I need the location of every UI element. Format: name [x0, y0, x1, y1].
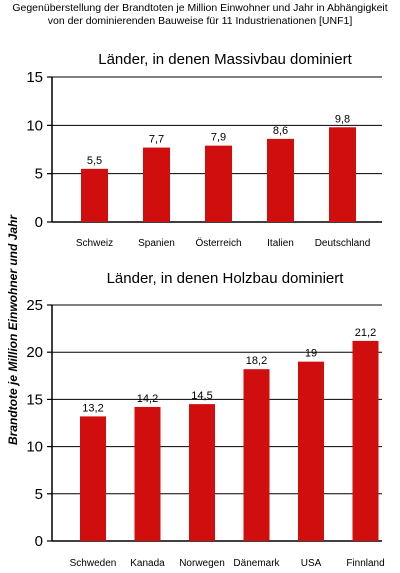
bar [205, 145, 232, 222]
chart-title: Länder, in denen Massivbau dominiert [98, 51, 352, 68]
bar-value-label: 7,9 [211, 132, 226, 144]
y-tick-label: 25 [26, 297, 43, 314]
y-tick-label: 15 [26, 69, 43, 86]
chart-holzbau: Länder, in denen Holzbau dominiert 0 5 10 15… [26, 270, 384, 569]
bar [189, 404, 215, 541]
category-label: Italien [267, 238, 294, 249]
bar-value-label: 13,2 [82, 402, 103, 414]
y-tick-label: 10 [26, 117, 43, 134]
chart-massivbau: Länder, in denen Massivbau dominiert 0 5 10… [26, 51, 382, 249]
bar-value-label: 5,5 [87, 155, 102, 167]
category-label: Schweden [70, 558, 117, 569]
y-tick-label: 20 [26, 344, 43, 361]
header-line-1: Gegenüberstellung der Brandtoten je Mill… [12, 2, 388, 14]
category-label: Österreich [195, 237, 241, 249]
chart-title: Länder, in denen Holzbau dominiert [107, 270, 345, 287]
bar [134, 406, 161, 541]
y-tick-label: 0 [35, 214, 43, 231]
category-label: Kanada [130, 558, 165, 569]
y-tick-label: 5 [35, 166, 43, 183]
category-label: USA [301, 558, 322, 569]
category-label: Spanien [138, 238, 175, 249]
bar-value-label: 14,5 [191, 390, 212, 402]
bar-value-label: 19 [305, 348, 317, 360]
y-tick-label: 5 [35, 486, 43, 503]
bar [80, 416, 106, 541]
y-tick-label: 15 [26, 391, 43, 408]
bar-value-label: 7,7 [149, 134, 164, 146]
bar [81, 168, 108, 222]
figure-header: Gegenüberstellung der Brandtoten je Mill… [0, 2, 400, 27]
y-tick-label: 10 [26, 439, 43, 456]
category-label: Deutschland [315, 238, 371, 249]
bar-value-label: 9,8 [335, 113, 350, 125]
category-label: Norwegen [179, 558, 225, 569]
bar [143, 147, 170, 222]
category-label: Schweiz [76, 238, 113, 249]
bar [243, 369, 270, 541]
category-label: Finnland [346, 558, 384, 569]
bar-value-label: 21,2 [355, 327, 376, 339]
y-axis-label: Brandtote je Million Einwohner und Jahr [6, 214, 20, 445]
bar-value-label: 14,2 [137, 393, 158, 405]
bar [352, 340, 379, 541]
bar-value-label: 8,6 [273, 125, 288, 137]
category-label: Dänemark [233, 558, 280, 569]
header-line-2: von der dominierenden Bauweise für 11 In… [47, 14, 353, 27]
bar [329, 127, 356, 222]
bar-value-label: 18,2 [246, 355, 267, 367]
bar [267, 138, 294, 222]
y-tick-label: 0 [35, 533, 43, 550]
bar [298, 361, 324, 541]
